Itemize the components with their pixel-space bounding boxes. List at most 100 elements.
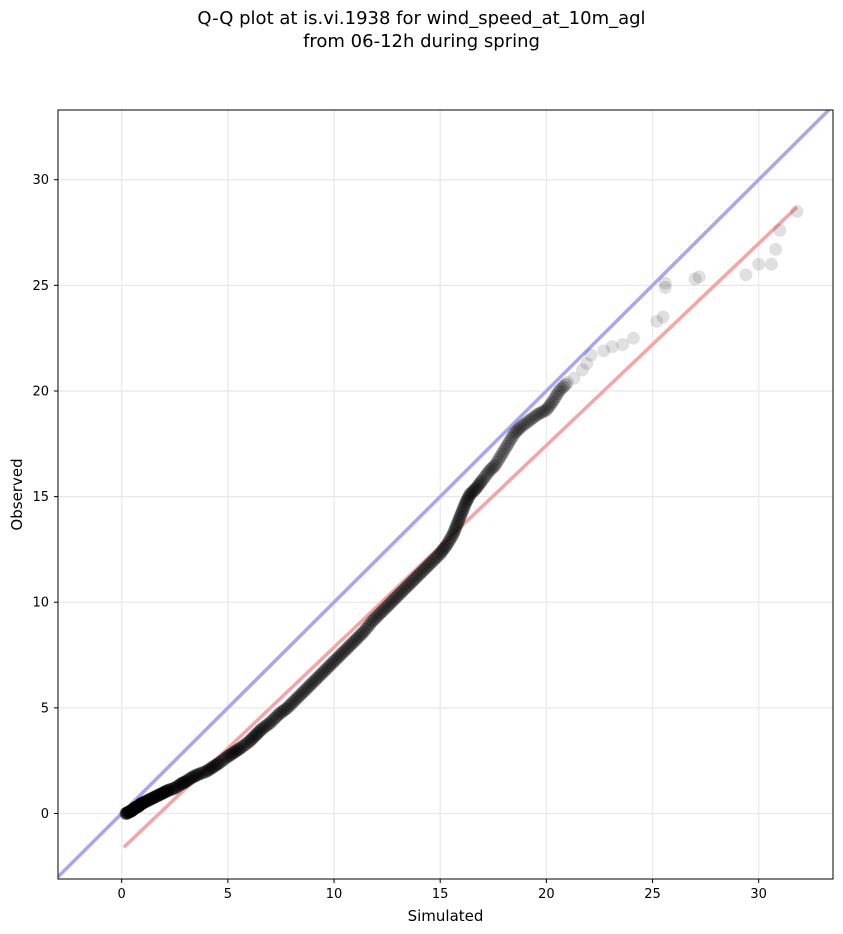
qq-point [132,799,146,813]
y-tick-label: 25 [32,279,49,294]
qq-point [291,690,305,704]
qq-point [529,409,543,423]
qq-point [431,549,445,563]
qq-point [125,803,139,817]
qq-point [185,771,199,785]
qq-point [508,426,522,440]
qq-point [144,792,158,806]
qq-point [546,395,560,409]
qq-point [143,792,157,806]
qq-point [344,637,358,651]
qq-point [163,783,177,797]
qq-point [206,760,220,774]
qq-point [119,807,133,821]
qq-point [247,730,261,744]
qq-point [126,802,140,816]
qq-point [448,522,462,536]
qq-point [120,806,134,820]
qq-point [119,806,133,820]
qq-point [376,604,390,618]
qq-point [348,633,362,647]
qq-point [350,631,364,645]
qq-point [399,580,413,594]
qq-point [355,627,369,641]
qq-point [389,591,403,605]
qq-point [403,576,417,590]
qq-point [575,363,589,377]
qq-point [137,795,151,809]
qq-point [580,357,594,371]
qq-point [688,272,702,286]
qq-point [154,787,168,801]
qq-point [135,796,149,810]
chart-title: Q-Q plot at is.vi.1938 for wind_speed_at… [197,8,646,29]
qq-point [219,751,233,765]
qq-point [319,663,333,677]
qq-point [558,378,572,392]
qq-point [378,602,392,616]
qq-point [204,761,218,775]
qq-point [333,648,347,662]
qq-point [121,806,135,820]
qq-point [222,748,236,762]
qq-point [295,686,309,700]
qq-point [195,766,209,780]
qq-point [140,794,154,808]
qq-point [183,772,197,786]
qq-point [382,597,396,611]
qq-point [482,464,496,478]
chart-subtitle: from 06-12h during spring [303,31,540,52]
qq-point [329,652,343,666]
qq-point [543,399,557,413]
qq-point [416,564,430,578]
qq-point [363,617,377,631]
y-tick-label: 20 [32,384,49,399]
qq-point [325,657,339,671]
qq-point [160,784,174,798]
qq-point [121,805,135,819]
qq-point [365,614,379,628]
qq-point [138,795,152,809]
qq-point [252,725,266,739]
qq-point [514,420,528,434]
qq-point [175,776,189,790]
qq-point [221,749,235,763]
qq-point [217,753,231,767]
qq-point [449,520,463,534]
qq-point [461,492,475,506]
qq-point [463,488,477,501]
qq-point [131,800,145,814]
x-tick-label: 25 [644,887,661,902]
qq-point [435,545,449,559]
x-axis-label: Simulated [408,907,484,925]
qq-point [191,767,205,781]
qq-point [597,344,611,358]
y-tick-label: 15 [32,490,49,505]
qq-point [130,800,144,814]
qq-point [484,463,498,477]
qq-point [468,483,482,497]
qq-point [278,702,292,716]
qq-point [414,566,428,580]
qq-point [446,528,460,542]
qq-point [142,793,156,807]
axis-ticks: 0 5 10 15 20 25 30 0 5 10 15 20 25 30 [32,173,767,902]
qq-point [541,401,555,415]
qq-point [155,786,169,800]
qq-point [226,746,240,760]
qq-point [487,460,501,474]
qq-point [124,804,138,818]
qq-point [188,769,202,783]
qq-point [410,570,424,584]
y-axis-label: Observed [8,458,26,530]
qq-point [123,805,137,819]
qq-point [769,242,783,256]
qq-point [134,797,148,811]
qq-point [490,455,504,469]
qq-point [150,789,164,803]
qq-point [556,380,570,394]
qq-point [656,310,670,324]
qq-point [616,338,630,352]
qq-point [451,514,465,528]
x-tick-label: 10 [326,887,343,902]
